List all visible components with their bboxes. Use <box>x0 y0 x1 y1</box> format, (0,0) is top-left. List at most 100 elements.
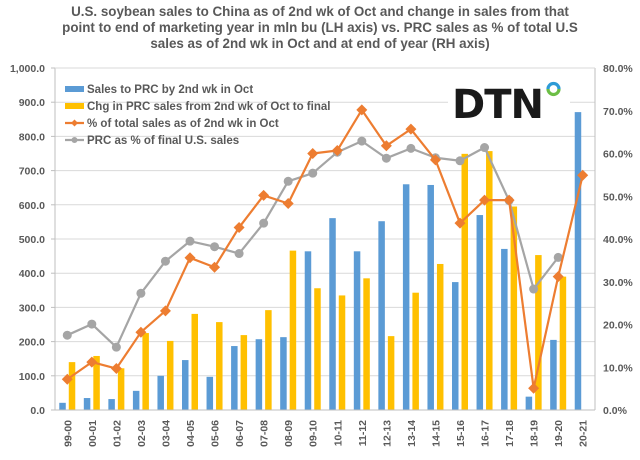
diamond-marker <box>184 252 196 264</box>
x-axis-tick-label: 06-07 <box>234 420 246 447</box>
bar-chg-in-prc-sales <box>510 206 518 410</box>
circle-marker <box>406 143 416 153</box>
left-axis-tick-label: 500.0 <box>19 234 45 246</box>
x-axis-tick-label: 16-17 <box>480 420 492 447</box>
bar-chg-in-prc-sales <box>216 322 223 410</box>
x-axis-tick-label: 15-16 <box>455 420 467 447</box>
bar-chg-in-prc-sales <box>240 335 248 410</box>
legend-label: % of total sales as of 2nd wk in Oct <box>87 118 279 130</box>
bar-chg-in-prc-sales <box>68 362 76 410</box>
bar-sales-to-prc <box>280 337 287 410</box>
bar-chg-in-prc-sales <box>436 263 444 410</box>
x-axis-tick-label: 14-15 <box>430 420 442 447</box>
diamond-marker <box>61 373 73 385</box>
legend-label: PRC as % of final U.S. sales <box>87 135 239 147</box>
diamond-marker <box>258 189 270 201</box>
legend-circle-marker <box>71 137 78 143</box>
diamond-marker <box>429 154 441 166</box>
bar-chg-in-prc-sales <box>338 295 346 410</box>
circle-marker <box>210 242 220 252</box>
bar-sales-to-prc <box>132 390 140 410</box>
x-axis-tick-label: 99-00 <box>62 420 74 447</box>
x-axis-tick-label: 02-03 <box>136 420 148 447</box>
left-axis-tick-label: 400.0 <box>19 268 45 280</box>
right-axis-tick-label: 20.0% <box>603 320 633 332</box>
logo-dot-top <box>546 81 561 90</box>
circle-marker <box>87 319 97 329</box>
bar-chg-in-prc-sales <box>117 368 125 410</box>
diamond-marker <box>331 145 343 157</box>
circle-marker <box>381 153 391 163</box>
bar-chg-in-prc-sales <box>363 278 370 410</box>
diamond-marker <box>577 169 589 181</box>
diamond-marker <box>282 198 294 210</box>
logo-dot-bottom <box>546 88 561 97</box>
right-axis-tick-label: 30.0% <box>603 277 633 289</box>
bar-series <box>59 112 582 411</box>
circle-marker <box>283 176 293 186</box>
x-axis-tick-label: 00-01 <box>87 420 99 447</box>
bar-chg-in-prc-sales <box>387 336 395 410</box>
right-axis-tick-label: 50.0% <box>603 191 633 203</box>
bar-sales-to-prc <box>452 282 459 410</box>
x-axis-tick-label: 10-11 <box>332 420 344 446</box>
chart-title-line-2: point to end of marketing year in mln bu… <box>62 20 578 35</box>
left-axis-tick-label: 700.0 <box>19 166 45 178</box>
x-axis-tick-label: 18-19 <box>529 420 541 447</box>
x-axis-tick-label: 01-02 <box>111 420 123 447</box>
bar-sales-to-prc <box>574 112 582 411</box>
right-axis-tick-label: 60.0% <box>603 149 633 161</box>
diamond-marker <box>454 217 466 229</box>
bar-sales-to-prc <box>182 360 189 410</box>
axes: 0.0 100.0 200.0 300.0 400.0 500.0 600.0 700.0 80… <box>10 63 633 447</box>
diamond-marker <box>135 326 147 338</box>
x-axis-tick-label: 08-09 <box>283 420 295 447</box>
circle-marker <box>136 288 146 298</box>
line-series <box>61 104 589 394</box>
x-axis-tick-label: 05-06 <box>210 420 222 447</box>
x-axis-tick-label: 09-10 <box>308 420 320 447</box>
right-axis-tick-label: 40.0% <box>603 234 633 246</box>
chart-title: U.S. soybean sales to China as of 2nd wk… <box>0 4 640 52</box>
bar-sales-to-prc <box>353 251 361 410</box>
circle-marker <box>62 330 72 340</box>
circle-marker <box>529 284 539 294</box>
bar-chg-in-prc-sales <box>461 153 468 411</box>
diamond-marker <box>380 140 392 152</box>
diamond-marker <box>159 305 171 317</box>
left-axis-tick-label: 100.0 <box>19 371 45 383</box>
legend-label: Chg in PRC sales from 2nd wk of Oct to f… <box>87 101 330 113</box>
bar-sales-to-prc <box>402 184 410 410</box>
bar-chg-in-prc-sales <box>535 255 542 410</box>
circle-marker <box>455 156 465 166</box>
left-axis-tick-label: 1,000.0 <box>10 63 45 75</box>
bar-sales-to-prc <box>59 402 66 410</box>
right-axis-tick-label: 0.0% <box>603 405 628 417</box>
left-axis-tick-label: 0.0 <box>30 405 45 417</box>
bar-chg-in-prc-sales <box>289 250 297 410</box>
diamond-marker <box>552 271 564 283</box>
right-axis-tick-label: 70.0% <box>603 106 633 118</box>
left-axis-tick-label: 600.0 <box>19 200 45 212</box>
diamond-marker <box>479 194 491 206</box>
left-axis-tick-label: 300.0 <box>19 302 45 314</box>
bar-sales-to-prc <box>476 215 484 410</box>
circle-marker <box>480 143 490 153</box>
right-axis-tick-label: 80.0% <box>603 63 633 75</box>
chart-title-line-3: sales as of 2nd wk in Oct and at end of … <box>150 36 490 51</box>
bar-chg-in-prc-sales <box>486 151 493 410</box>
bar-sales-to-prc <box>501 248 508 410</box>
diamond-marker <box>209 261 221 273</box>
right-axis-tick-label: 10.0% <box>603 362 633 374</box>
bar-sales-to-prc <box>378 221 385 410</box>
x-axis-tick-label: 20-21 <box>578 420 590 447</box>
chart-title-line-1: U.S. soybean sales to China as of 2nd wk… <box>71 4 569 19</box>
bar-sales-to-prc <box>108 399 115 410</box>
bar-sales-to-prc <box>255 339 263 410</box>
bar-sales-to-prc <box>550 339 557 410</box>
logo-text: DTN <box>452 82 543 128</box>
circle-marker <box>111 342 121 352</box>
legend-diamond-marker <box>71 119 78 127</box>
circle-marker <box>259 218 269 228</box>
circle-marker <box>185 236 195 246</box>
